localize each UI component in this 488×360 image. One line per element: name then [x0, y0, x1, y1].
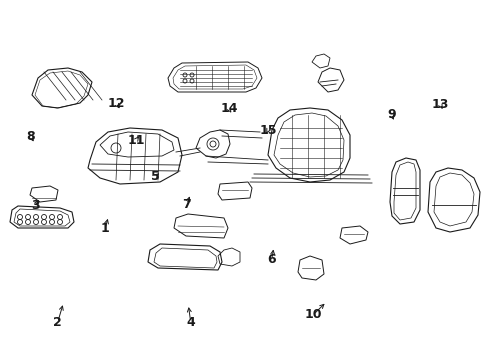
Text: 12: 12 — [107, 97, 125, 110]
Text: 9: 9 — [386, 108, 395, 121]
Text: 11: 11 — [127, 134, 144, 147]
Text: 3: 3 — [31, 199, 40, 212]
Text: 13: 13 — [430, 98, 448, 111]
Text: 15: 15 — [259, 124, 276, 137]
Text: 2: 2 — [53, 316, 62, 329]
Text: 8: 8 — [26, 130, 35, 143]
Text: 14: 14 — [220, 102, 237, 115]
Text: 4: 4 — [186, 316, 195, 329]
Text: 1: 1 — [101, 222, 109, 235]
Text: 10: 10 — [304, 309, 321, 321]
Text: 5: 5 — [151, 170, 160, 183]
Text: 6: 6 — [267, 253, 276, 266]
Text: 7: 7 — [182, 198, 191, 211]
